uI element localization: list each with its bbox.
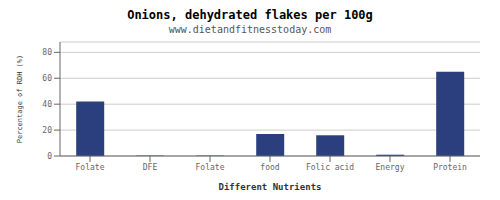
svg-text:80: 80 xyxy=(42,48,52,57)
html-text:Onions, dehydrated flakes per: Onions, dehydrated flakes per 100g xyxy=(127,8,373,22)
svg-text:Different Nutrients: Different Nutrients xyxy=(219,182,322,192)
svg-text:Protein: Protein xyxy=(433,163,467,172)
svg-text:Folic acid: Folic acid xyxy=(306,163,354,172)
html-text:www.dietandfitnesstoday.com: www.dietandfitnesstoday.com xyxy=(168,24,332,35)
svg-text:Folate: Folate xyxy=(76,163,105,172)
svg-text:40: 40 xyxy=(42,100,52,109)
svg-text:Folate: Folate xyxy=(196,163,225,172)
svg-text:60: 60 xyxy=(42,74,52,83)
svg-text:Percentage of RDH (%): Percentage of RDH (%) xyxy=(16,55,24,144)
svg-text:Energy: Energy xyxy=(376,163,405,172)
svg-text:food: food xyxy=(260,163,279,172)
svg-text:DFE: DFE xyxy=(143,163,158,172)
svg-text:20: 20 xyxy=(42,126,52,135)
svg-text:0: 0 xyxy=(47,152,52,161)
